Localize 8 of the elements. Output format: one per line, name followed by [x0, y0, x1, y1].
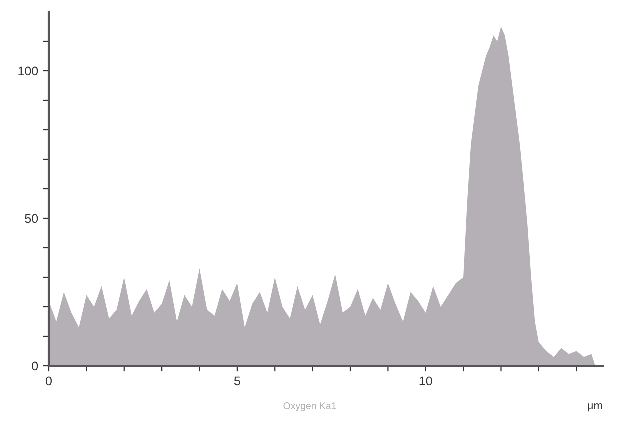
x-axis-title: μm [588, 403, 602, 412]
y-tick-label: 100 [18, 66, 38, 76]
text: Oxygen Ka1 [284, 402, 336, 412]
y-tick-label: 50 [25, 214, 38, 224]
x-tick-label: 0 [46, 376, 52, 386]
x-tick-label: 10 [420, 376, 432, 386]
y-tick-label: 0 [32, 362, 38, 371]
x-tick-label: 5 [234, 376, 240, 386]
